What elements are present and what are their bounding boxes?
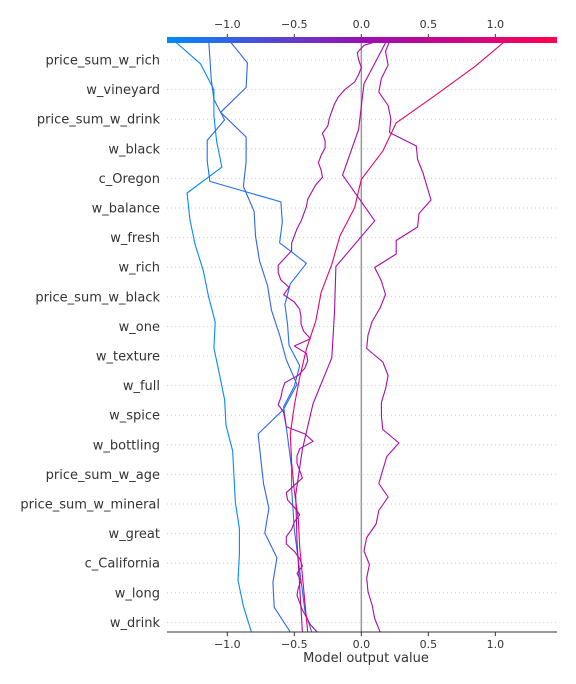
feature-label: w_long	[115, 586, 160, 601]
feature-label: price_sum_w_drink	[37, 113, 161, 128]
feature-label: w_fresh	[110, 231, 160, 246]
feature-label: w_full	[123, 379, 160, 394]
feature-label: w_bottling	[93, 438, 160, 453]
feature-label: w_balance	[92, 202, 160, 217]
x-axis: −1.0 −1.0 −0.5 −0.5 0.0 0.0 0.5 0.5 1.0 1.0 Model …	[167, 18, 557, 666]
feature-label: w_rich	[119, 261, 160, 276]
color-bar	[167, 37, 557, 43]
top-tick-label: −1.0	[214, 18, 241, 31]
x-tick-label: 1.0	[487, 638, 505, 651]
feature-label: w_texture	[96, 350, 160, 365]
feature-label: w_one	[119, 320, 160, 335]
feature-labels: price_sum_w_rich w_vineyard price_sum_w_dr…	[20, 54, 160, 631]
x-tick-label: −0.5	[281, 638, 308, 651]
decision-line	[289, 38, 510, 632]
decision-lines	[170, 38, 510, 632]
x-tick-label: −1.0	[214, 638, 241, 651]
feature-label: c_Oregon	[99, 172, 160, 187]
color-bar-fill	[167, 37, 557, 43]
grid-lines	[167, 59, 557, 623]
decision-line	[206, 38, 313, 632]
feature-label: price_sum_w_rich	[45, 54, 160, 69]
feature-label: w_great	[108, 527, 160, 542]
feature-label: w_vineyard	[86, 83, 160, 98]
x-axis-title: Model output value	[303, 651, 429, 666]
x-tick-label: 0.5	[420, 638, 438, 651]
top-tick-label: 0.5	[420, 18, 438, 31]
feature-label: w_spice	[109, 409, 160, 424]
feature-label: c_California	[85, 557, 160, 572]
feature-label: w_drink	[110, 616, 161, 631]
top-tick-label: −0.5	[281, 18, 308, 31]
decision-line	[295, 38, 389, 632]
top-tick-label: 1.0	[487, 18, 505, 31]
feature-label: price_sum_w_age	[46, 468, 160, 483]
decision-line	[277, 38, 389, 632]
feature-label: w_black	[108, 142, 160, 157]
feature-label: price_sum_w_black	[35, 290, 160, 305]
top-tick-label: 0.0	[353, 18, 371, 31]
decision-line	[170, 38, 252, 632]
decision-line	[363, 38, 432, 632]
feature-label: price_sum_w_mineral	[20, 498, 160, 513]
x-tick-label: 0.0	[353, 638, 371, 651]
decision-line	[220, 38, 298, 632]
